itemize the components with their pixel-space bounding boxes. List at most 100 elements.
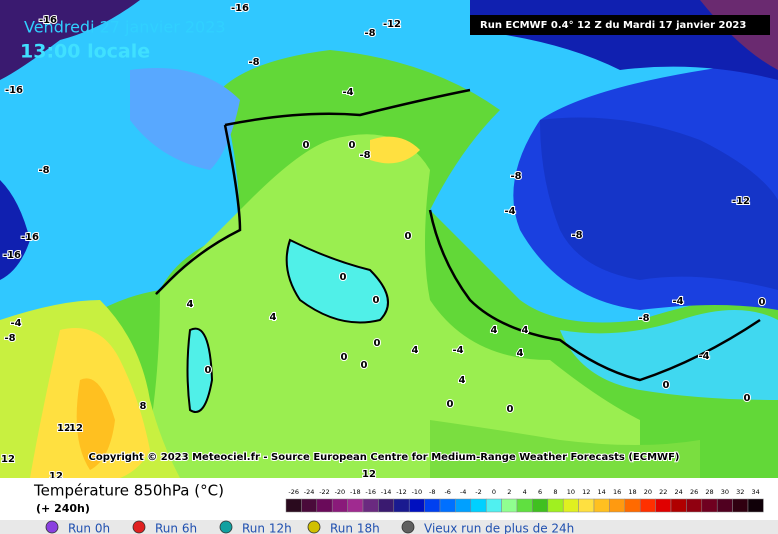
contour-label: 4 (459, 375, 466, 386)
run-icon[interactable] (45, 520, 59, 534)
scale-label: 6 (538, 488, 542, 496)
scale-label: -12 (396, 488, 407, 496)
contour-label: 0 (205, 365, 212, 376)
contour-label: 8 (140, 401, 147, 412)
contour-label: 0 (341, 352, 348, 363)
contour-label: 0 (759, 297, 766, 308)
scale-label: -22 (319, 488, 330, 496)
contour-label: -8 (359, 150, 370, 161)
scale-label: 24 (675, 488, 683, 496)
scale-swatch (686, 498, 703, 513)
contour-label: 4 (517, 348, 524, 359)
contour-label: 0 (405, 231, 412, 242)
scale-swatch (331, 498, 348, 513)
scale-swatch (378, 498, 395, 513)
contour-label: 4 (270, 312, 277, 323)
scale-label: 4 (523, 488, 527, 496)
scale-swatch (562, 498, 579, 513)
scale-label: 34 (752, 488, 760, 496)
map: Vendredi 27 janvier 2023 13:00 locale Ru… (0, 0, 778, 479)
contour-label: -8 (4, 333, 15, 344)
scale-swatch (470, 498, 487, 513)
contour-label: -4 (698, 351, 709, 362)
run-link[interactable]: Run 12h (242, 522, 292, 534)
scale-swatch (639, 498, 656, 513)
scale-swatch (301, 498, 318, 513)
scale-swatch (516, 498, 533, 513)
contour-label: -8 (364, 28, 375, 39)
scale-swatch (455, 498, 472, 513)
scale-label: -2 (475, 488, 481, 496)
scale-swatch (393, 498, 410, 513)
run-info: Run ECMWF 0.4° 12 Z du Mardi 17 janvier … (480, 20, 746, 31)
scale-label: -6 (444, 488, 450, 496)
scale-swatch (439, 498, 456, 513)
scale-swatch (501, 498, 518, 513)
scale-label: -4 (460, 488, 466, 496)
run-link[interactable]: Run 6h (155, 522, 197, 534)
scale-label: 30 (721, 488, 729, 496)
scale-swatch (655, 498, 672, 513)
contour-label: 0 (373, 295, 380, 306)
contour-label: -4 (10, 318, 21, 329)
scale-label: -14 (381, 488, 392, 496)
run-link[interactable]: Run 0h (68, 522, 110, 534)
contour-label: -8 (638, 313, 649, 324)
legend-title: Température 850hPa (°C) (33, 482, 224, 500)
scale-label: 22 (659, 488, 667, 496)
run-icon[interactable] (307, 520, 321, 534)
contour-label: 0 (340, 272, 347, 283)
contour-label: 12 (362, 469, 376, 480)
contour-label: -8 (571, 230, 582, 241)
contour-label: 4 (522, 325, 529, 336)
contour-label: -16 (39, 15, 57, 26)
scale-label: -26 (288, 488, 299, 496)
scale-label: 0 (492, 488, 496, 496)
scale-label: 14 (598, 488, 606, 496)
scale-label: -20 (335, 488, 346, 496)
scale-swatch (716, 498, 733, 513)
scale-label: 2 (507, 488, 511, 496)
contour-label: 0 (447, 399, 454, 410)
contour-label: 4 (491, 325, 498, 336)
contour-label: 0 (374, 338, 381, 349)
legend-subtitle: (+ 240h) (36, 502, 90, 515)
map-date: Vendredi 27 janvier 2023 (24, 18, 226, 37)
scale-label: 32 (736, 488, 744, 496)
scale-label: 18 (628, 488, 636, 496)
map-time: 13:00 locale (20, 41, 150, 63)
run-icon[interactable] (401, 520, 415, 534)
color-scale: -26 -24 -22 -20 -18 -16 -14 -12 -10 -8 -6 -4 -2 0 2 4 6 8… (285, 488, 764, 513)
contour-label: -12 (732, 196, 750, 207)
scale-label: 20 (644, 488, 652, 496)
contour-label: 0 (349, 140, 356, 151)
scale-label: 16 (613, 488, 621, 496)
run-icon[interactable] (132, 520, 146, 534)
run-bar (0, 520, 778, 534)
contour-label: 0 (361, 360, 368, 371)
scale-swatch (593, 498, 610, 513)
run-link[interactable]: Vieux run de plus de 24h (424, 522, 574, 534)
contour-label: -16 (5, 85, 23, 96)
run-link[interactable]: Run 18h (330, 522, 380, 534)
scale-swatch (624, 498, 641, 513)
scale-swatch (347, 498, 364, 513)
scale-swatch (732, 498, 749, 513)
scale-swatch (424, 498, 441, 513)
scale-label: -18 (350, 488, 361, 496)
contour-label: -12 (383, 19, 401, 30)
contour-label: -16 (231, 3, 249, 14)
scale-label: 26 (690, 488, 698, 496)
contour-label: 0 (744, 393, 751, 404)
contour-label: -4 (452, 345, 463, 356)
run-icon[interactable] (219, 520, 233, 534)
scale-swatch (670, 498, 687, 513)
scale-swatch (285, 498, 302, 513)
scale-swatch (362, 498, 379, 513)
copyright: Copyright © 2023 Meteociel.fr - Source E… (89, 452, 680, 463)
contour-label: -4 (342, 87, 353, 98)
contour-label: 12 (1, 454, 15, 465)
run-links: Run 0h Run 6h Run 12h Run 18h Vieux run de p… (45, 520, 574, 534)
scale-label: -8 (429, 488, 435, 496)
scale-swatch (609, 498, 626, 513)
